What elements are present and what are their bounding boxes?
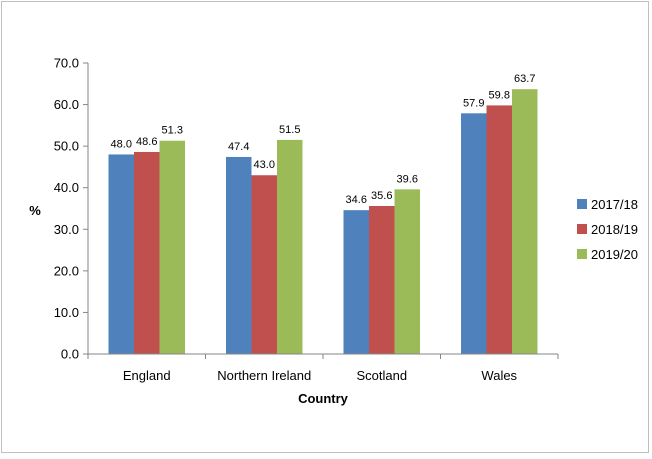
bar — [369, 206, 395, 354]
legend-swatch — [577, 249, 587, 259]
legend-label: 2017/18 — [591, 197, 638, 212]
bar — [461, 113, 487, 355]
chart-frame: 0.0 10.0 20.0 30.0 40.0 50.0 60.0 70.0 England N… — [1, 1, 649, 453]
data-label: 47.4 — [228, 141, 249, 153]
data-labels: 48.0 48.6 51.3 47.4 43.0 51.5 34.6 35.6 39.6 57.9… — [111, 73, 536, 206]
y-tick-label: 0.0 — [61, 347, 79, 362]
y-axis-ticks: 0.0 10.0 20.0 30.0 40.0 50.0 60.0 70.0 — [54, 56, 88, 362]
bar — [394, 189, 420, 354]
bar — [108, 154, 134, 354]
x-axis-title: Country — [298, 391, 349, 406]
bar — [134, 151, 160, 354]
x-axis-ticks: England Northern Ireland Scotland Wales — [87, 354, 559, 383]
data-label: 63.7 — [514, 73, 535, 85]
bar — [251, 175, 277, 354]
y-tick-label: 40.0 — [54, 180, 79, 195]
data-label: 39.6 — [397, 173, 418, 185]
data-label: 51.5 — [279, 124, 300, 136]
y-tick-label: 10.0 — [54, 305, 79, 320]
bar-chart: 0.0 10.0 20.0 30.0 40.0 50.0 60.0 70.0 England N… — [29, 56, 638, 407]
data-label: 43.0 — [254, 159, 275, 171]
bar — [226, 156, 252, 354]
legend-label: 2019/20 — [591, 247, 638, 262]
bars — [108, 89, 538, 355]
data-label: 57.9 — [463, 97, 484, 109]
x-tick-label: Scotland — [356, 368, 407, 383]
y-tick-label: 50.0 — [54, 139, 79, 154]
legend: 2017/18 2018/19 2019/20 — [577, 197, 638, 262]
data-label: 34.6 — [346, 194, 367, 206]
bar — [277, 139, 303, 354]
y-tick-label: 30.0 — [54, 222, 79, 237]
x-tick-label: Wales — [481, 368, 517, 383]
data-label: 48.0 — [111, 138, 132, 150]
y-tick-label: 20.0 — [54, 263, 79, 278]
y-tick-label: 60.0 — [54, 97, 79, 112]
legend-swatch — [577, 224, 587, 234]
data-label: 48.6 — [136, 136, 157, 148]
y-tick-label: 70.0 — [54, 56, 79, 71]
legend-swatch — [577, 199, 587, 209]
x-tick-label: Northern Ireland — [217, 368, 311, 383]
legend-label: 2018/19 — [591, 222, 638, 237]
bar — [343, 210, 369, 354]
bar — [512, 89, 538, 354]
data-label: 35.6 — [371, 190, 392, 202]
data-label: 59.8 — [489, 89, 510, 101]
y-axis-title: % — [29, 203, 41, 218]
x-tick-label: England — [123, 368, 171, 383]
data-label: 51.3 — [162, 125, 183, 137]
bar — [486, 105, 512, 354]
bar — [159, 140, 185, 354]
